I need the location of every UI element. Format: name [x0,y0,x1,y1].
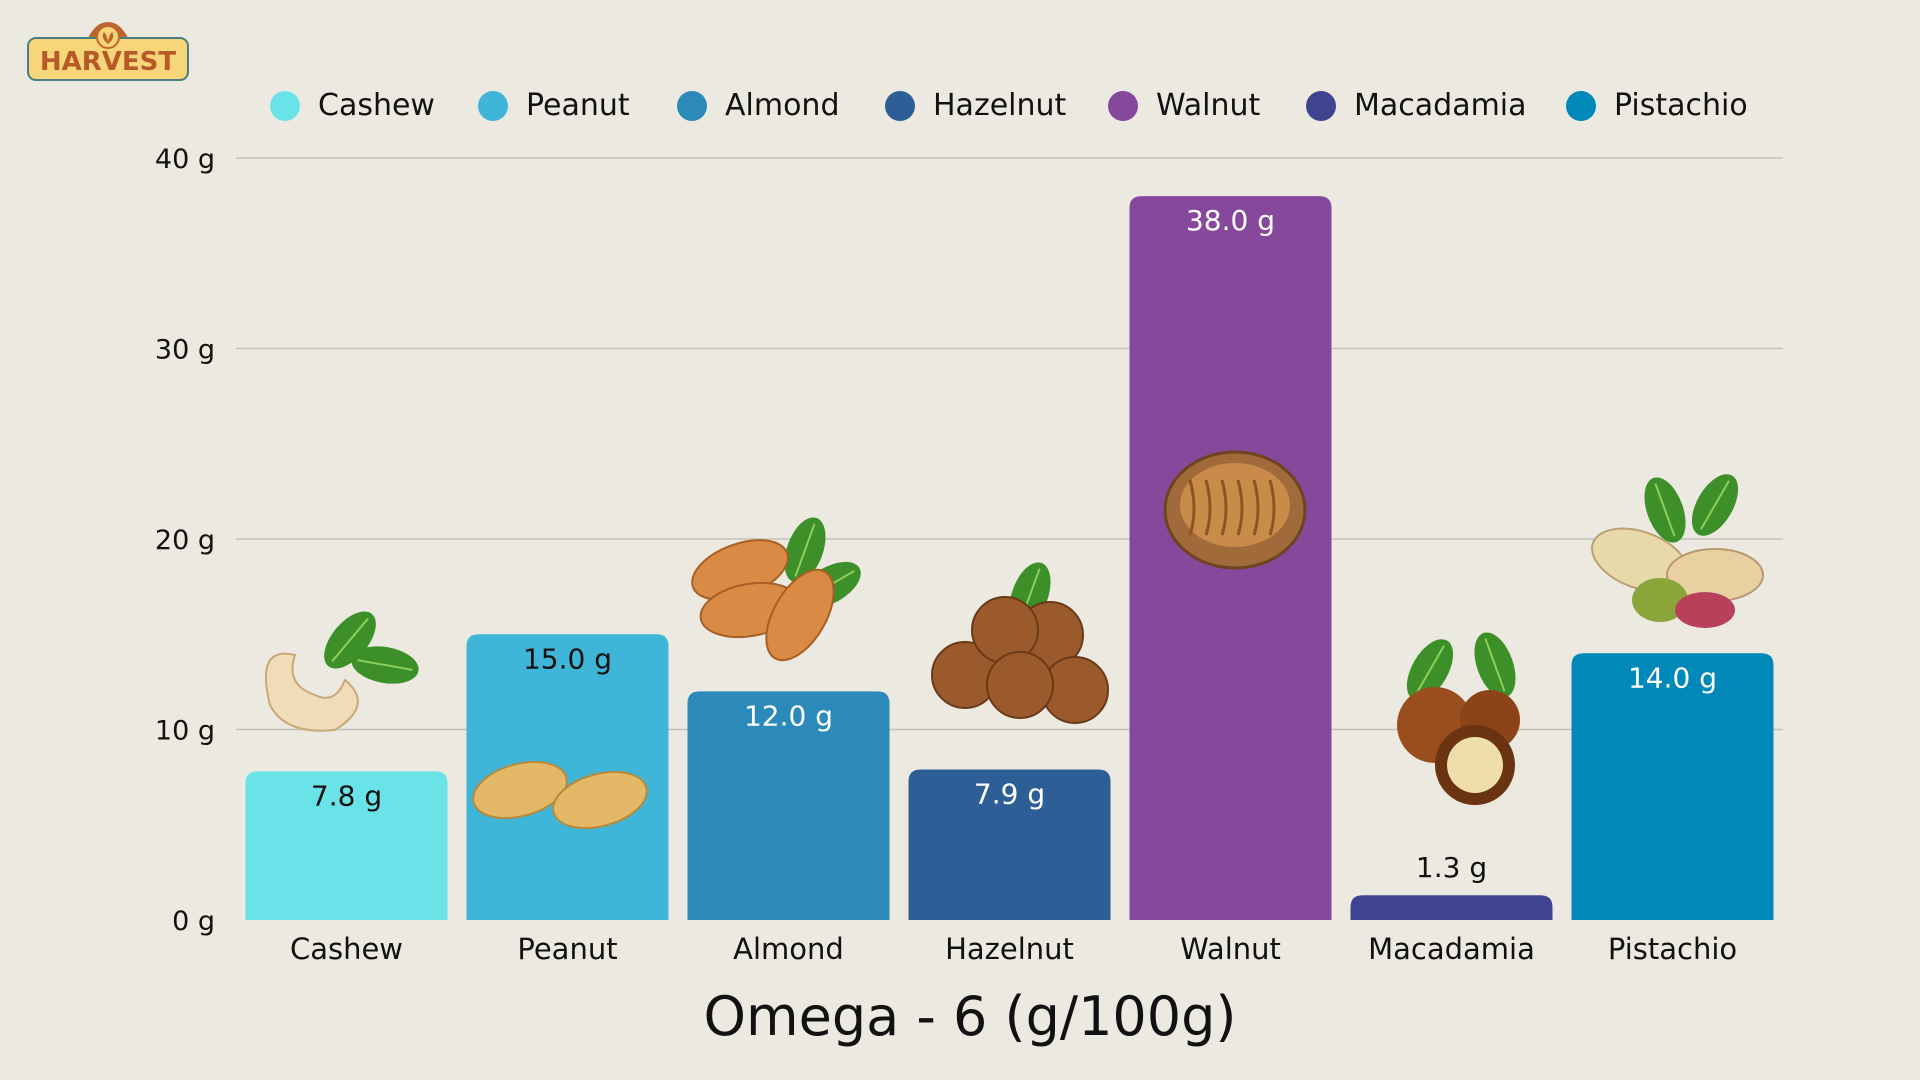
legend-item-cashew: Cashew [270,88,435,123]
legend-label: Almond [725,88,840,123]
x-tick-label: Hazelnut [945,932,1074,966]
legend-item-hazelnut: Hazelnut [885,88,1066,123]
x-tick-label: Almond [733,932,844,966]
bar-pistachio [1571,653,1774,920]
y-tick-label: 20 g [155,525,215,556]
legend-item-peanut: Peanut [478,88,630,123]
legend-item-pistachio: Pistachio [1566,88,1748,123]
macadamia-icon [1397,632,1520,805]
legend-label: Walnut [1156,88,1261,123]
bar-hazelnut [908,769,1111,920]
almond-icon [691,517,861,662]
peanut-icon [472,760,648,830]
legend-swatch [885,90,915,121]
data-label: 15.0 g [523,642,612,675]
chart-title: Omega - 6 (g/100g) [703,985,1237,1048]
legend-swatch [270,90,300,121]
legend-item-macadamia: Macadamia [1306,88,1527,123]
data-label: 38.0 g [1186,204,1275,237]
bar-cashew [245,771,448,920]
legend-label: Peanut [526,88,630,123]
x-tick-label: Cashew [290,932,403,966]
data-label: 7.9 g [974,778,1045,811]
data-label: 7.8 g [311,779,382,812]
x-tick-label: Macadamia [1368,932,1535,966]
x-tick-label: Peanut [517,932,617,966]
data-label: 12.0 g [744,699,833,732]
data-label: 14.0 g [1628,661,1717,694]
legend-item-walnut: Walnut [1108,88,1260,123]
legend-label: Hazelnut [933,88,1067,123]
legend-swatch [1108,90,1138,121]
data-label: 1.3 g [1416,851,1487,884]
y-tick-label: 40 g [155,144,215,175]
y-tick-label: 10 g [155,716,215,747]
harvest-logo: HARVEST [27,22,189,81]
legend-swatch [677,90,707,121]
legend-item-almond: Almond [677,88,840,123]
bar-almond [687,691,890,920]
legend-label: Pistachio [1614,88,1748,123]
walnut-icon [1163,450,1307,570]
x-tick-label: Pistachio [1608,932,1737,966]
legend-label: Macadamia [1354,88,1527,123]
legend-swatch [1566,90,1596,121]
legend-swatch [1306,90,1336,121]
legend-label: Cashew [318,88,435,123]
hazelnut-icon [931,562,1109,724]
cashew-icon [264,611,419,732]
legend-swatch [478,90,508,121]
bar-peanut [466,634,669,920]
svg-text:HARVEST: HARVEST [40,47,177,77]
y-tick-label: 0 g [172,906,215,937]
pistachio-icon [1591,474,1764,628]
x-tick-label: Walnut [1180,932,1281,966]
y-tick-label: 30 g [155,335,215,366]
bar-macadamia [1350,895,1553,920]
